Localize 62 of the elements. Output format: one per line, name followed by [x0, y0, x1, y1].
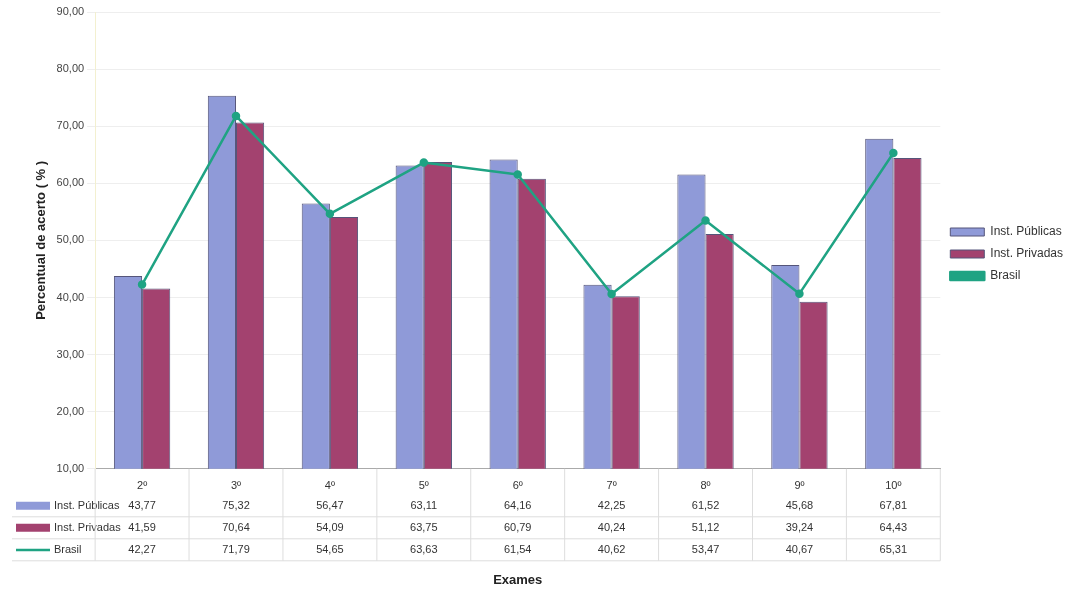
data-label: 63,63 [410, 542, 438, 555]
data-label: 60,79 [503, 520, 532, 533]
x-tick-label: 10º [885, 479, 902, 492]
data-label: 63,75 [410, 520, 438, 533]
data-label: 42,27 [128, 542, 156, 555]
y-tick-label: 90,00 [56, 5, 85, 18]
data-label: 41,59 [128, 520, 156, 533]
y-tick-label: 30,00 [56, 347, 85, 360]
data-label: 40,24 [597, 520, 626, 533]
data-label: 42,25 [597, 498, 626, 511]
data-label: 43,77 [128, 498, 156, 511]
point [795, 289, 804, 298]
point [231, 111, 241, 121]
point [137, 280, 147, 289]
x-tick-label: 6º [512, 479, 523, 492]
x-tick-label: 2º [137, 479, 148, 492]
data-label: 51,12 [691, 520, 720, 533]
point [513, 170, 522, 179]
data-label: 61,54 [503, 542, 532, 555]
point [701, 216, 710, 225]
data-label: 54,65 [316, 542, 344, 555]
data-label: 64,43 [879, 520, 908, 533]
data-label: 65,31 [879, 542, 908, 555]
data-label: 63,11 [410, 498, 438, 511]
data-label: 45,68 [785, 498, 814, 511]
data-label: 39,24 [785, 520, 814, 533]
data-label: 61,52 [691, 498, 720, 511]
text: Exames [493, 572, 543, 588]
data-label: 70,64 [222, 520, 250, 533]
y-tick-label: 60,00 [56, 176, 85, 189]
legend-label: Brasil [990, 268, 1021, 283]
y-tick-label: 80,00 [56, 62, 85, 75]
x-tick-label: 8º [700, 479, 711, 492]
data-label: 67,81 [879, 498, 908, 511]
y-tick-label: 10,00 [56, 461, 85, 474]
point [607, 289, 616, 299]
data-label: 75,32 [222, 498, 250, 511]
x-tick-label: 4º [324, 479, 335, 492]
legend-label: Inst. Privadas [54, 520, 122, 533]
y-tick-label: 50,00 [56, 233, 85, 246]
y-tick-label: 40,00 [56, 290, 85, 303]
x-tick-label: 5º [418, 479, 429, 492]
point [325, 209, 335, 219]
data-label: 53,47 [691, 542, 720, 555]
text: Inst. Públicas [990, 224, 1062, 239]
y-tick-label: 20,00 [56, 404, 85, 417]
y-axis-title: Percentual de acerto ( % ) [33, 160, 49, 320]
y-tick-label: 70,00 [56, 119, 85, 132]
text: Brasil [54, 542, 82, 555]
point [419, 158, 429, 167]
data-label: 54,09 [316, 520, 344, 533]
data-label: 71,79 [222, 542, 250, 555]
legend-label: Inst. Públicas [54, 498, 120, 511]
data-label: 40,67 [785, 542, 814, 555]
data-label: 40,62 [597, 542, 626, 555]
point [889, 148, 898, 158]
text: Inst. Privadas [990, 246, 1064, 261]
x-tick-label: 3º [230, 479, 242, 492]
x-tick-label: 7º [606, 479, 617, 492]
data-label: 56,47 [316, 498, 344, 511]
x-tick-label: 9º [794, 479, 805, 492]
data-label: 64,16 [503, 498, 532, 511]
